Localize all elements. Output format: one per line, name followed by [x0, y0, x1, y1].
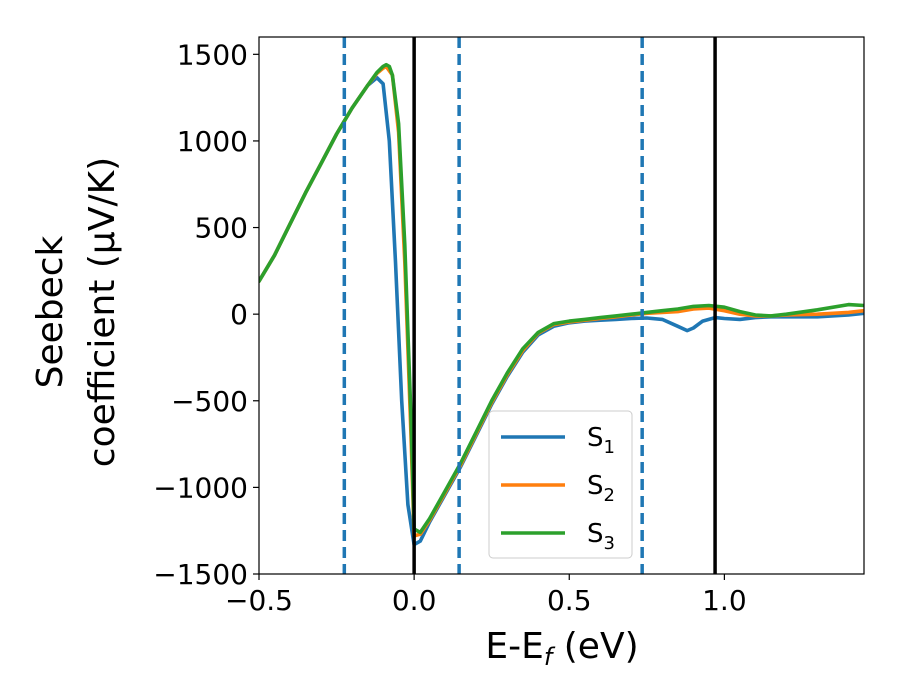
y-axis-title-line2: coefficient (μV/K) — [82, 157, 123, 467]
x-axis-title-main: E-E — [485, 626, 543, 667]
y-axis-title-line1: Seebeck — [30, 235, 71, 388]
legend-label-s1: S1 — [587, 423, 615, 458]
x-tick-label: 1.0 — [702, 584, 747, 617]
y-tick-label: −1000 — [153, 471, 248, 504]
series-line-s3 — [259, 62, 864, 535]
legend-label-s2: S2 — [587, 471, 615, 506]
y-tick-label: −500 — [171, 385, 248, 418]
y-axis-title: Seebeck coefficient (μV/K) — [30, 157, 123, 467]
y-tick-label: 500 — [195, 212, 248, 245]
legend: S1 S2 S3 — [488, 410, 633, 559]
series-layer — [259, 62, 864, 547]
x-axis-title: E-Ef (eV) — [485, 626, 638, 671]
plot-frame — [258, 36, 865, 575]
x-tick-label: 0.5 — [547, 584, 592, 617]
y-tick-label: 1500 — [177, 38, 248, 71]
legend-label-s3: S3 — [587, 519, 615, 554]
y-tick-label: 0 — [230, 298, 248, 331]
x-tick-label: −0.5 — [225, 584, 293, 617]
ticks-layer: −0.5 0.0 0.5 1.0 −1500 −1000 −500 0 500 1000 1500 — [153, 38, 746, 617]
y-tick-label: −1500 — [153, 558, 248, 591]
y-tick-label: 1000 — [177, 125, 248, 158]
x-axis-title-unit: (eV) — [552, 626, 638, 667]
vertical-lines-layer — [342, 37, 717, 574]
x-tick-label: 0.0 — [392, 584, 437, 617]
